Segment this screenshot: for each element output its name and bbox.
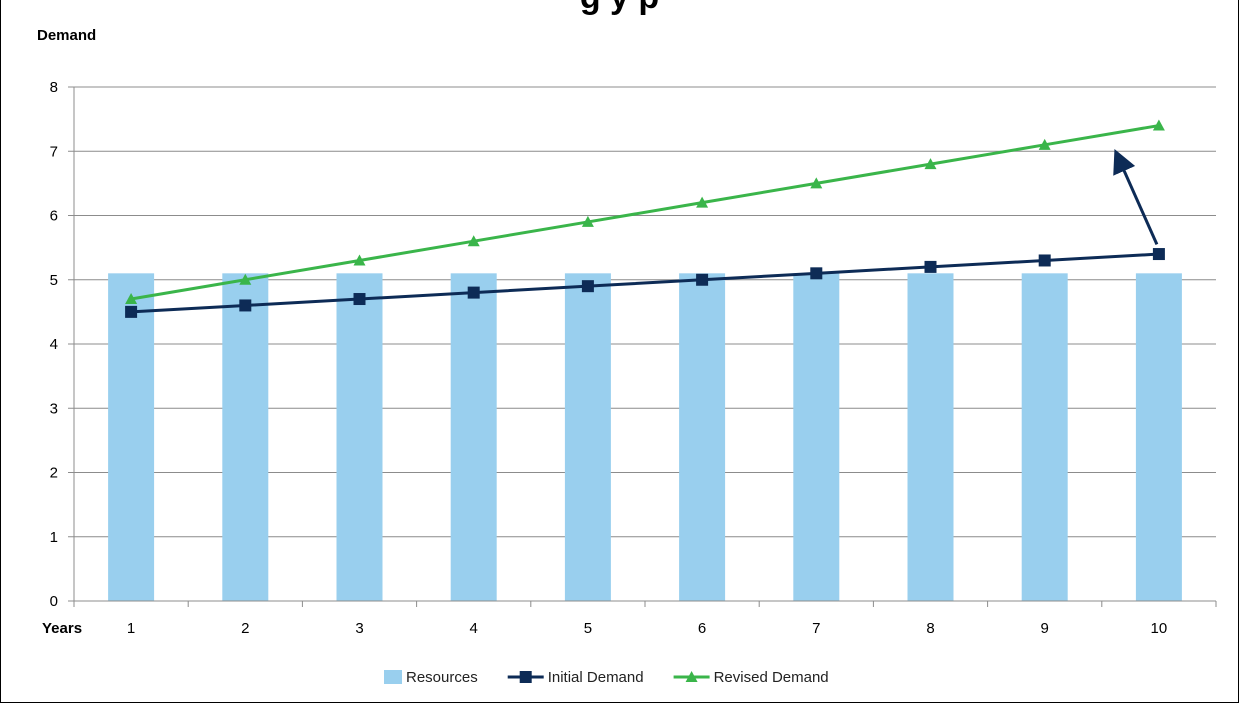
point-revised-demand <box>467 235 480 247</box>
y-tick-label: 8 <box>50 79 58 96</box>
legend-label: Revised Demand <box>714 669 829 686</box>
point-initial-demand <box>924 260 937 273</box>
x-tick-label: 1 <box>127 620 135 637</box>
legend: Resources Initial Demand Revised Demand <box>384 669 829 686</box>
x-tick-label: 3 <box>355 620 363 637</box>
axis-labels: 0 1 2 3 4 5 6 7 8 1 2 3 4 5 6 7 8 9 10 Demand Years <box>37 27 1167 637</box>
bar-resources <box>1135 273 1182 601</box>
point-revised-demand <box>239 273 252 285</box>
legend-swatch <box>384 670 402 684</box>
legend-item-resources: Resources <box>384 669 478 686</box>
x-tick-label: 9 <box>1041 620 1049 637</box>
axes <box>68 86 1217 607</box>
point-initial-demand <box>810 267 823 280</box>
annotations <box>1113 148 1159 246</box>
point-revised-demand <box>353 254 366 266</box>
x-tick-label: 5 <box>584 620 592 637</box>
bar-resources <box>907 273 954 601</box>
legend-marker <box>685 671 698 682</box>
y-tick-label: 6 <box>50 208 58 225</box>
x-tick-label: 6 <box>698 620 706 637</box>
point-initial-demand <box>353 293 366 306</box>
annotation-arrow <box>1113 148 1159 246</box>
bar-resources <box>1021 273 1068 601</box>
x-tick-label: 8 <box>926 620 934 637</box>
y-tick-label: 3 <box>50 400 58 417</box>
point-revised-demand <box>581 215 594 227</box>
point-revised-demand <box>810 177 823 189</box>
x-tick-label: 7 <box>812 620 820 637</box>
x-tick-label: 10 <box>1151 620 1168 637</box>
point-revised-demand <box>924 158 937 170</box>
bar-resources <box>450 273 497 601</box>
y-tick-label: 7 <box>50 143 58 160</box>
point-initial-demand <box>467 286 480 299</box>
x-tick-label: 4 <box>470 620 478 637</box>
point-initial-demand <box>1038 254 1051 267</box>
legend-item-initial-demand: Initial Demand <box>507 669 644 686</box>
legend-item-revised-demand: Revised Demand <box>673 669 829 686</box>
page-title: g y p <box>0 0 1239 17</box>
point-initial-demand <box>581 280 594 293</box>
point-revised-demand <box>696 196 709 208</box>
point-initial-demand <box>696 273 709 286</box>
y-tick-label: 1 <box>50 529 58 546</box>
y-axis-title: Demand <box>37 27 96 44</box>
bar-resources <box>222 273 269 601</box>
x-tick-label: 2 <box>241 620 249 637</box>
bar-resources <box>336 273 383 601</box>
bar-resources <box>108 273 155 601</box>
point-revised-demand <box>1152 119 1165 131</box>
legend-label: Initial Demand <box>548 669 644 686</box>
point-revised-demand <box>125 293 138 305</box>
legend-label: Resources <box>406 669 478 686</box>
point-initial-demand <box>1152 248 1165 261</box>
legend-marker <box>519 671 532 683</box>
lines <box>125 119 1165 318</box>
x-axis-title: Years <box>42 620 82 637</box>
point-revised-demand <box>1038 138 1051 150</box>
y-tick-label: 4 <box>50 336 58 353</box>
bar-resources <box>679 273 726 601</box>
y-tick-label: 2 <box>50 465 58 482</box>
point-initial-demand <box>125 305 138 318</box>
line-initial-demand <box>131 252 1159 314</box>
y-tick-label: 5 <box>50 272 58 289</box>
bar-resources <box>564 273 611 601</box>
line-revised-demand <box>130 124 1160 301</box>
point-initial-demand <box>239 299 252 312</box>
bars <box>108 273 1182 601</box>
bar-resources <box>793 273 840 601</box>
y-tick-label: 0 <box>50 593 58 610</box>
